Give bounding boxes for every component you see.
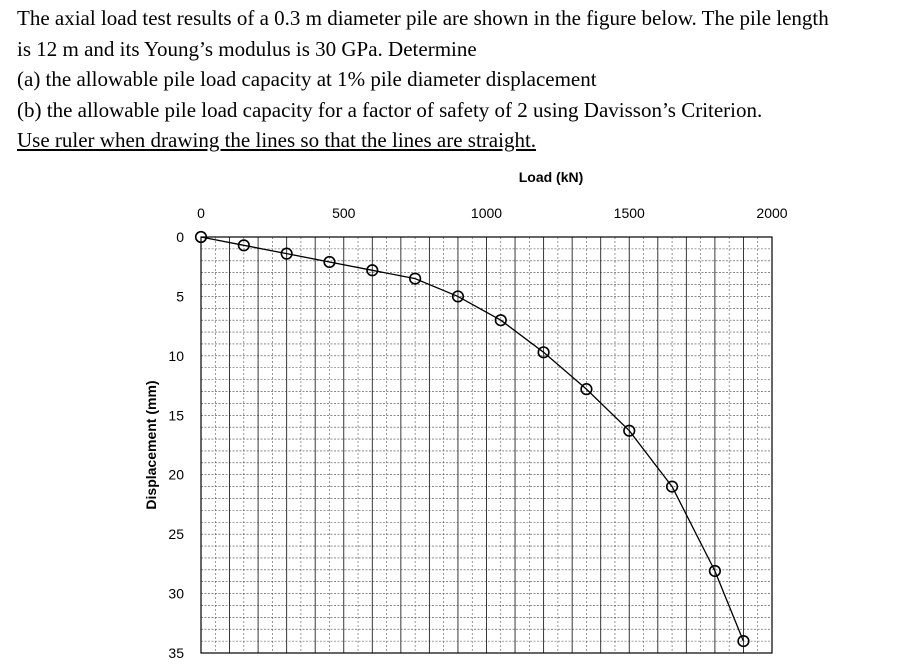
x-tick-label: 500 xyxy=(332,205,356,221)
data-point xyxy=(708,564,722,578)
x-tick-label: 2000 xyxy=(756,205,787,221)
y-tick-label: 15 xyxy=(168,407,184,423)
problem-line-1: The axial load test results of a 0.3 m d… xyxy=(17,6,829,30)
plot-border xyxy=(200,236,773,654)
x-tick-labels: 0 500 1000 1500 2000 xyxy=(197,205,788,221)
y-tick-labels: 0 5 10 15 20 25 30 35 xyxy=(168,229,184,661)
data-point xyxy=(580,383,593,396)
x-axis-label: Load (kN) xyxy=(519,169,584,185)
data-point xyxy=(280,247,293,260)
problem-line-4: (b) the allowable pile load capacity for… xyxy=(17,97,763,122)
y-tick-label: 35 xyxy=(168,645,184,661)
problem-statement: The axial load test results of a 0.3 m d… xyxy=(17,3,902,156)
problem-line-3: (a) the allowable pile load capacity at … xyxy=(17,67,597,91)
problem-line-2: is 12 m and its Young’s modulus is 30 GP… xyxy=(17,36,477,61)
x-tick-label: 1500 xyxy=(614,205,645,221)
ruler-instruction: Use ruler when drawing the lines so that… xyxy=(17,128,537,152)
data-point xyxy=(409,272,422,285)
data-point xyxy=(665,480,679,493)
x-tick-label: 0 xyxy=(197,205,205,221)
data-point xyxy=(323,255,336,269)
data-point xyxy=(366,264,379,277)
data-point xyxy=(623,424,636,437)
y-tick-label: 20 xyxy=(168,467,184,483)
series-line xyxy=(200,236,745,642)
data-point xyxy=(451,290,465,303)
y-tick-label: 5 xyxy=(176,288,184,304)
y-tick-label: 10 xyxy=(168,348,184,364)
y-tick-label: 0 xyxy=(176,229,184,245)
y-tick-label: 30 xyxy=(168,586,184,602)
data-point xyxy=(494,314,507,327)
data-point xyxy=(537,346,550,359)
data-points xyxy=(194,230,750,648)
y-axis-label: Displacement (mm) xyxy=(143,380,159,509)
x-tick-label: 1000 xyxy=(471,205,502,221)
data-point xyxy=(237,239,250,252)
chart-grid-major xyxy=(200,236,773,654)
data-point xyxy=(737,635,750,648)
data-point xyxy=(194,230,208,244)
y-tick-label: 25 xyxy=(168,526,184,542)
